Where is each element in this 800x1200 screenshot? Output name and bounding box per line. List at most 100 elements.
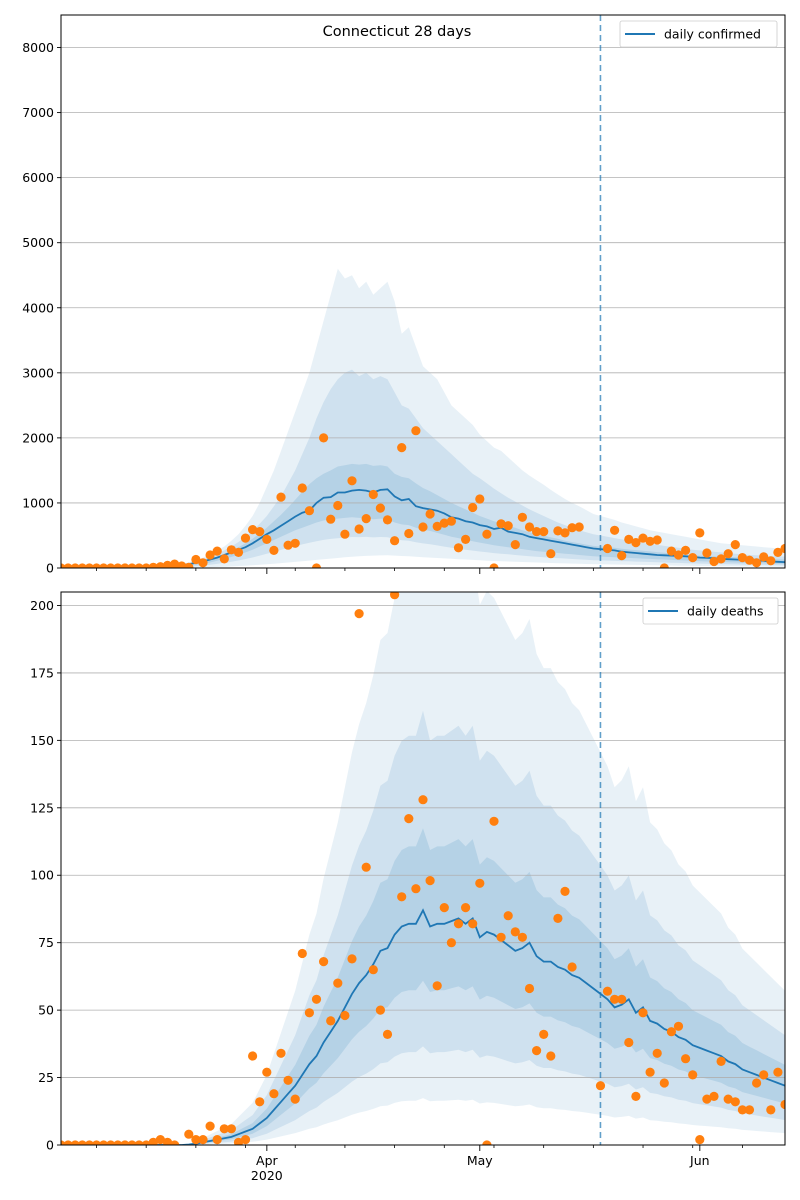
confirmed-y-tick-label: 3000 xyxy=(22,365,54,380)
deaths-data-point xyxy=(716,1056,726,1066)
deaths-data-point xyxy=(404,814,414,824)
deaths-data-point xyxy=(539,1029,549,1039)
deaths-data-point xyxy=(375,1005,385,1015)
confirmed-data-point xyxy=(574,522,584,532)
confirmed-data-point xyxy=(567,523,577,533)
confirmed-data-point xyxy=(390,536,400,546)
confirmed-data-point xyxy=(688,553,698,563)
deaths-data-point xyxy=(361,862,371,872)
deaths-data-point xyxy=(752,1078,762,1088)
confirmed-data-point xyxy=(177,561,187,568)
confirmed-band-1 xyxy=(61,369,785,568)
confirmed-data-point xyxy=(212,546,222,556)
deaths-data-point xyxy=(162,1137,173,1145)
deaths-data-point xyxy=(780,1099,785,1110)
deaths-data-point xyxy=(439,903,449,913)
confirmed-data-point xyxy=(610,525,620,535)
confirmed-data-point xyxy=(730,540,740,550)
confirmed-data-point xyxy=(666,546,677,556)
confirmed-data-point xyxy=(702,548,712,558)
deaths-data-point xyxy=(155,1135,165,1145)
confirmed-data-point xyxy=(99,563,109,568)
deaths-data-point xyxy=(602,986,613,996)
deaths-y-tick-label: 150 xyxy=(30,733,54,748)
confirmed-observed-points xyxy=(61,426,785,568)
confirmed-y-tick-label: 4000 xyxy=(22,300,54,315)
confirmed-data-point xyxy=(155,562,165,568)
deaths-data-point xyxy=(233,1137,244,1145)
deaths-data-point xyxy=(283,1075,293,1085)
confirmed-data-point xyxy=(91,563,102,568)
confirmed-data-point xyxy=(659,563,669,568)
deaths-data-point xyxy=(397,892,407,902)
confirmed-data-point xyxy=(439,518,449,528)
confirmed-data-point xyxy=(120,563,130,568)
deaths-y-tick-label: 0 xyxy=(46,1138,54,1153)
deaths-data-point xyxy=(226,1124,236,1134)
confirmed-data-point xyxy=(219,554,229,564)
confirmed-data-point xyxy=(759,552,769,562)
deaths-data-point xyxy=(489,816,499,826)
confirmed-data-point xyxy=(134,563,144,568)
x-tick-label: Apr xyxy=(256,1153,278,1168)
deaths-data-point xyxy=(297,948,307,959)
confirmed-data-point xyxy=(141,563,151,568)
confirmed-data-point xyxy=(162,560,173,568)
deaths-data-point xyxy=(311,994,322,1004)
confirmed-data-point xyxy=(695,528,705,538)
confirmed-data-point xyxy=(624,534,634,545)
deaths-data-point xyxy=(695,1135,705,1145)
deaths-data-point xyxy=(127,1140,137,1145)
confirmed-data-point xyxy=(532,527,542,537)
deaths-data-point xyxy=(553,913,563,924)
deaths-data-point xyxy=(666,1027,677,1037)
deaths-data-point xyxy=(723,1094,733,1104)
deaths-data-point xyxy=(737,1105,748,1115)
deaths-data-point xyxy=(645,1067,655,1077)
deaths-data-point xyxy=(659,1078,669,1088)
x-tick-label: Jun xyxy=(689,1153,710,1168)
confirmed-data-point xyxy=(638,533,648,543)
deaths-data-point xyxy=(134,1140,144,1145)
deaths-data-point xyxy=(326,1016,336,1026)
confirmed-legend: daily confirmed xyxy=(619,20,778,48)
deaths-data-point xyxy=(418,795,428,805)
confirmed-data-point xyxy=(546,549,556,559)
deaths-data-point xyxy=(475,878,485,888)
deaths-data-point xyxy=(617,994,627,1004)
deaths-data-point xyxy=(240,1135,251,1145)
confirmed-data-point xyxy=(510,540,520,550)
deaths-data-point xyxy=(411,884,421,894)
confirmed-data-point xyxy=(397,443,407,453)
deaths-data-point xyxy=(482,1140,492,1145)
deaths-data-point xyxy=(503,911,513,921)
deaths-data-point xyxy=(468,919,478,929)
confirmed-data-point xyxy=(347,476,357,486)
deaths-data-point xyxy=(652,1048,662,1058)
confirmed-y-tick-label: 1000 xyxy=(22,495,54,510)
deaths-data-point xyxy=(567,962,577,972)
confirmed-data-point xyxy=(766,556,776,566)
confirmed-data-point xyxy=(744,555,755,565)
confirmed-y-tick-label: 7000 xyxy=(22,105,54,120)
deaths-data-point xyxy=(453,919,464,929)
confirmed-data-point xyxy=(184,562,194,568)
deaths-frame xyxy=(60,591,786,1146)
confirmed-y-tick-label: 2000 xyxy=(22,430,54,445)
deaths-y-tick-label: 25 xyxy=(38,1070,54,1085)
deaths-data-point xyxy=(744,1105,755,1115)
deaths-data-point xyxy=(766,1105,776,1115)
deaths-data-point xyxy=(354,609,364,619)
deaths-data-point xyxy=(141,1140,151,1145)
deaths-y-tick-label: 125 xyxy=(30,800,54,815)
deaths-data-point xyxy=(702,1094,712,1104)
deaths-data-point xyxy=(638,1008,648,1018)
confirmed-data-point xyxy=(77,563,87,568)
deaths-data-point xyxy=(496,932,506,942)
confirmed-data-point xyxy=(240,533,251,543)
deaths-band-0 xyxy=(61,592,785,1145)
deaths-data-point xyxy=(212,1135,222,1145)
deaths-data-point xyxy=(84,1140,94,1145)
